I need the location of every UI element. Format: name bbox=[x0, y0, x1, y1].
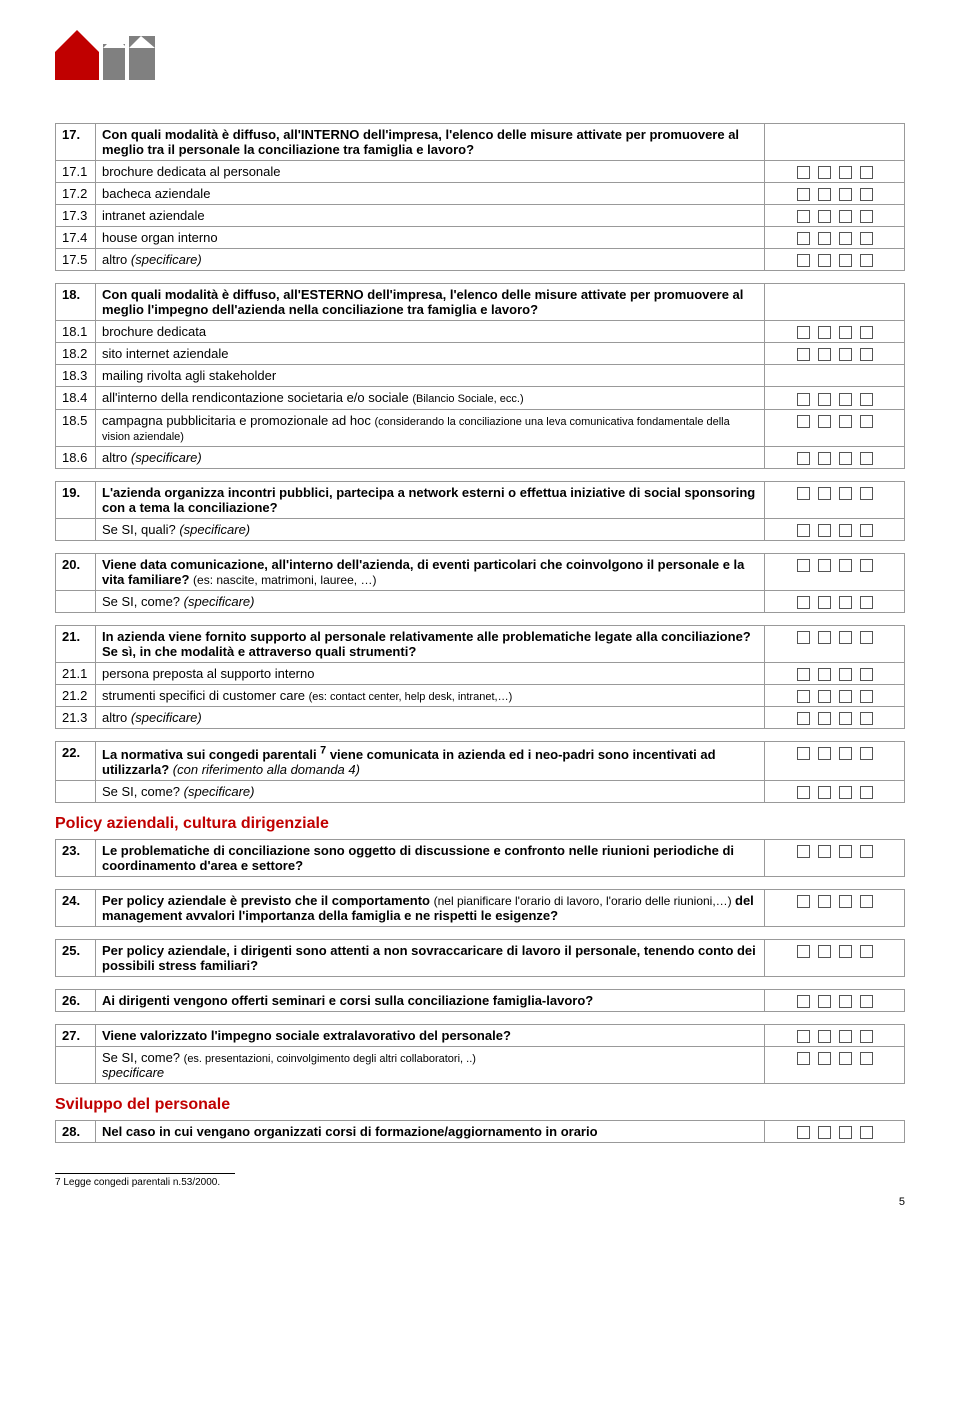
q17-num: 17. bbox=[56, 124, 96, 161]
checkbox-row[interactable] bbox=[765, 706, 905, 728]
section-dev-heading: Sviluppo del personale bbox=[55, 1096, 905, 1114]
checkbox-row[interactable] bbox=[765, 387, 905, 409]
q17-checks bbox=[765, 124, 905, 161]
question-26-table: 26. Ai dirigenti vengono offerti seminar… bbox=[55, 989, 905, 1012]
question-24-table: 24. Per policy aziendale è previsto che … bbox=[55, 889, 905, 927]
question-18-table: 18. Con quali modalità è diffuso, all'ES… bbox=[55, 283, 905, 468]
footnote: 7 Legge congedi parentali n.53/2000. bbox=[55, 1173, 905, 1188]
checkbox-row[interactable] bbox=[765, 684, 905, 706]
checkbox-row[interactable] bbox=[765, 481, 905, 518]
checkbox-row[interactable] bbox=[765, 321, 905, 343]
checkbox-row[interactable] bbox=[765, 662, 905, 684]
checkbox-row[interactable] bbox=[765, 161, 905, 183]
question-25-table: 25. Per policy aziendale, i dirigenti so… bbox=[55, 939, 905, 977]
question-22-table: 22. La normativa sui congedi parentali 7… bbox=[55, 741, 905, 803]
checkbox-row[interactable] bbox=[765, 1121, 905, 1143]
question-19-table: 19. L'azienda organizza incontri pubblic… bbox=[55, 481, 905, 541]
page-number: 5 bbox=[55, 1196, 905, 1208]
checkbox-row[interactable] bbox=[765, 1025, 905, 1047]
checkbox-row[interactable] bbox=[765, 409, 905, 446]
checkbox-row[interactable] bbox=[765, 990, 905, 1012]
checkbox-row[interactable] bbox=[765, 183, 905, 205]
checkbox-row[interactable] bbox=[765, 840, 905, 877]
checkbox-row[interactable] bbox=[765, 781, 905, 803]
checkbox-row[interactable] bbox=[765, 590, 905, 612]
section-policy-heading: Policy aziendali, cultura dirigenziale bbox=[55, 815, 905, 833]
checkbox-row[interactable] bbox=[765, 553, 905, 590]
checkbox-row[interactable] bbox=[765, 518, 905, 540]
checkbox-row[interactable] bbox=[765, 446, 905, 468]
checkbox-row[interactable] bbox=[765, 249, 905, 271]
question-20-table: 20. Viene data comunicazione, all'intern… bbox=[55, 553, 905, 613]
checkbox-row[interactable] bbox=[765, 227, 905, 249]
checkbox-row[interactable] bbox=[765, 343, 905, 365]
checkbox-row[interactable] bbox=[765, 625, 905, 662]
checkbox-row[interactable] bbox=[765, 205, 905, 227]
question-28-table: 28. Nel caso in cui vengano organizzati … bbox=[55, 1120, 905, 1143]
checkbox-row[interactable] bbox=[765, 1047, 905, 1084]
question-21-table: 21. In azienda viene fornito supporto al… bbox=[55, 625, 905, 729]
checkbox-row[interactable] bbox=[765, 940, 905, 977]
question-27-table: 27. Viene valorizzato l'impegno sociale … bbox=[55, 1024, 905, 1084]
checkbox-row[interactable] bbox=[765, 741, 905, 780]
question-17-table: 17. Con quali modalità è diffuso, all'IN… bbox=[55, 123, 905, 271]
q17-text: Con quali modalità è diffuso, all'INTERN… bbox=[102, 127, 739, 157]
checkbox-row[interactable] bbox=[765, 890, 905, 927]
question-23-table: 23. Le problematiche di conciliazione so… bbox=[55, 839, 905, 877]
logo bbox=[55, 30, 905, 83]
